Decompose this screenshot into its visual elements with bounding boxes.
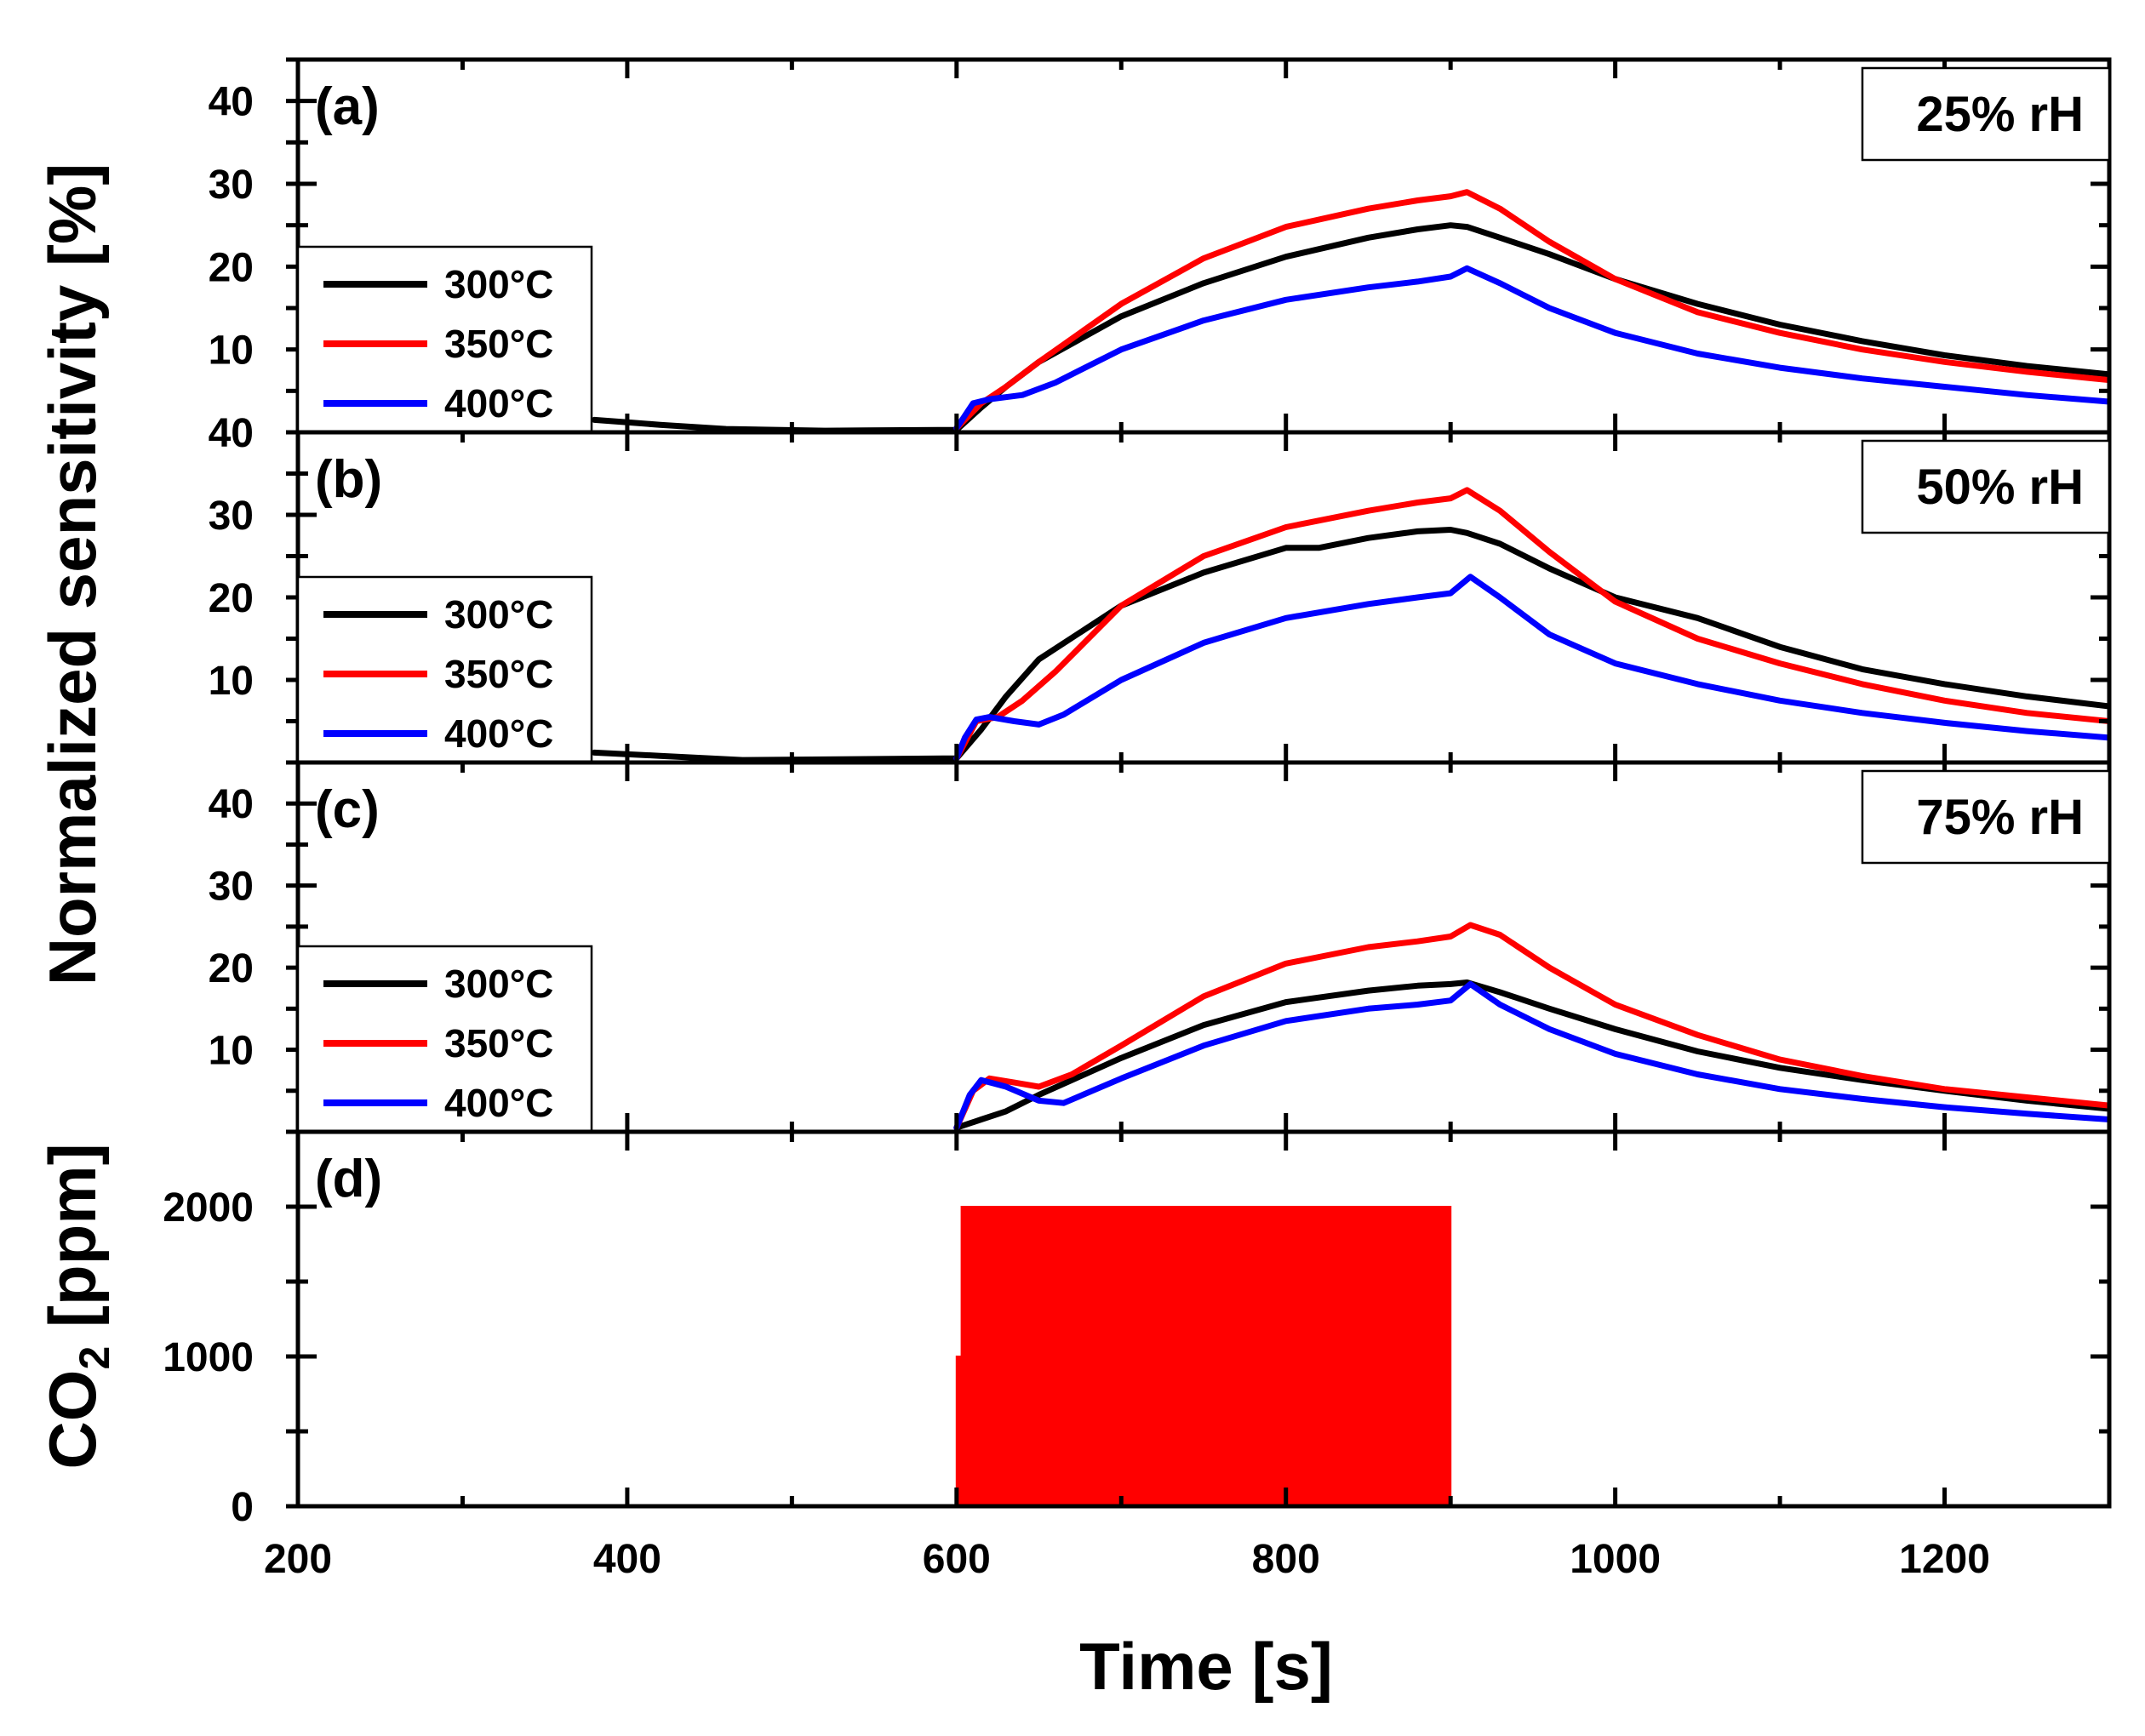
condition-label-c: 75% rH: [1916, 790, 2084, 845]
series-line-350-c-c: [953, 922, 2109, 1131]
x-tick-label: 200: [264, 1537, 332, 1582]
plot-area-c: [953, 922, 2109, 1131]
y-tick-label-c: 40: [209, 782, 254, 827]
co2-subscript: 2: [71, 1346, 118, 1370]
panel-label-d: (d): [315, 1150, 382, 1208]
co2-unit: [ppm]: [35, 1143, 110, 1345]
legend-label-300-c-c: 300°C: [444, 962, 553, 1006]
series-line-400-c-b: [953, 574, 2109, 762]
y-tick-label-b: 10: [209, 659, 254, 704]
condition-box-b: [1861, 439, 2111, 534]
panel-label-a: (a): [315, 77, 380, 136]
y-tick-label-a: 40: [209, 80, 254, 125]
condition-label-a: 25% rH: [1916, 87, 2084, 142]
legend-label-350-c-b: 350°C: [444, 652, 553, 696]
y-axis-title-sensitivity: Normalized sensitivity [%]: [35, 163, 110, 986]
panel-c: 10 20 30 40 (c) 75% rH 300°C 350°C 400°C: [209, 760, 2112, 1134]
x-tick-label: 600: [923, 1537, 991, 1582]
plot-frame-d: [295, 1129, 2112, 1509]
x-tick-label: 1200: [1899, 1537, 1990, 1582]
y-axis-title-co2: CO2 [ppm]: [35, 1143, 118, 1469]
legend-label-400-c-c: 400°C: [444, 1081, 553, 1125]
condition-box-c: [1861, 769, 2111, 865]
y-tick-label-d: 1000: [163, 1335, 254, 1380]
y-tick-label-b: 30: [209, 494, 254, 539]
y-tick-label-a: 30: [209, 163, 254, 208]
series-line-400-c-a: [953, 265, 2109, 431]
co2-pulse-area: [955, 1206, 1452, 1506]
legend-label-300-c-a: 300°C: [444, 262, 553, 306]
plot-area-a: [591, 189, 2109, 432]
y-tick-label-d: 0: [231, 1485, 254, 1530]
series-line-350-c-a: [953, 189, 2109, 431]
legend-label-400-c-b: 400°C: [444, 711, 553, 756]
legend-label-400-c-a: 400°C: [444, 381, 553, 425]
series-line-300-c-b: [591, 527, 2109, 762]
legend-label-350-c-a: 350°C: [444, 322, 553, 366]
series-line-300-c-c: [953, 979, 2109, 1131]
condition-label-b: 50% rH: [1916, 460, 2084, 515]
plot-area-b: [591, 487, 2109, 762]
legend-label-350-c-c: 350°C: [444, 1021, 553, 1065]
panel-label-c: (c): [315, 780, 380, 839]
y-tick-label-a: 10: [209, 328, 254, 374]
y-tick-label-c: 10: [209, 1029, 254, 1074]
x-axis-title: Time [s]: [1079, 1629, 1333, 1704]
x-tick-label: 800: [1252, 1537, 1320, 1582]
y-tick-label-a: 20: [209, 245, 254, 290]
series-line-350-c-b: [953, 487, 2109, 762]
plot-area-d: [955, 1206, 1452, 1506]
panel-a: 10 20 30 40 (a) 25% rH 300°C 350°C 400°C: [209, 57, 2112, 435]
panel-b: 10 20 30 40 (b) 50% rH 300°C 350°C 400°C: [209, 411, 2112, 765]
x-tick-label: 400: [593, 1537, 661, 1582]
y-tick-label-c: 30: [209, 865, 254, 910]
legend-label-300-c-b: 300°C: [444, 592, 553, 637]
y-tick-label-c: 20: [209, 946, 254, 991]
series-line-400-c-c: [953, 980, 2109, 1131]
y-tick-label-b: 20: [209, 576, 254, 621]
x-tick-label: 1000: [1570, 1537, 1661, 1582]
panel-d: 0 1000 2000 200 400 600 800 1000 1200 (d): [163, 1129, 2112, 1582]
panels: 10 20 30 40 (a) 25% rH 300°C 350°C 400°C 10 20 30 40…: [163, 57, 2112, 1582]
series-line-300-c-a: [591, 222, 2109, 432]
y-tick-label-d: 2000: [163, 1185, 254, 1231]
condition-box-a: [1861, 66, 2111, 162]
y-tick-label-b: 40: [209, 411, 254, 456]
co2-label: CO: [35, 1370, 110, 1470]
panel-label-b: (b): [315, 450, 382, 509]
